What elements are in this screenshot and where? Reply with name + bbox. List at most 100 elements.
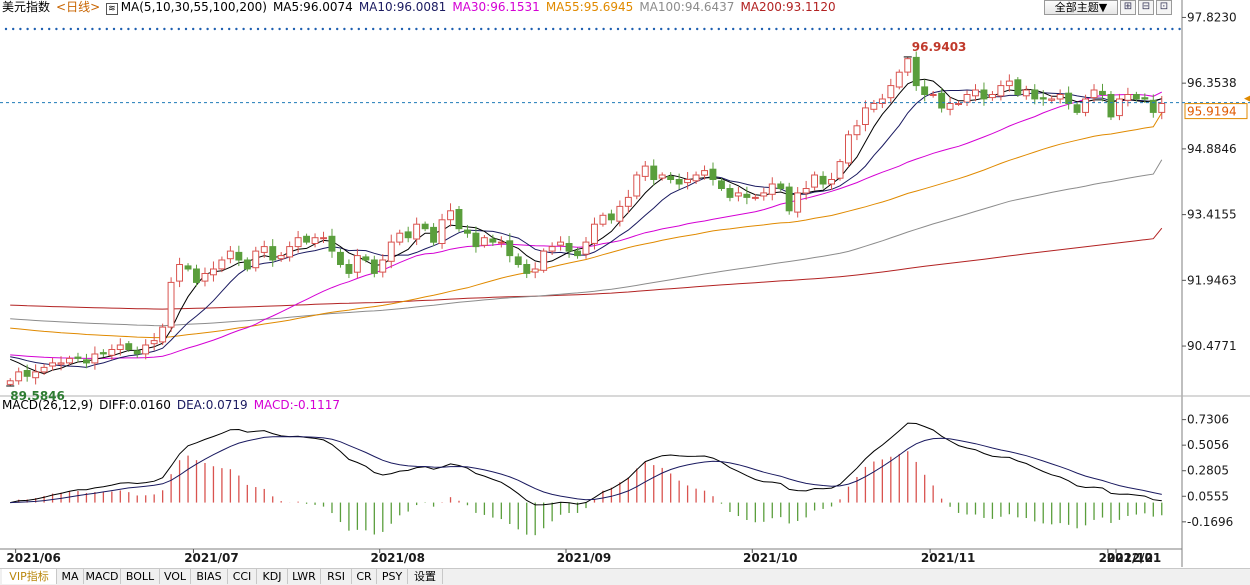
event-marker-dot [1149,27,1153,31]
candle-body [1005,80,1013,87]
event-marker-dot [264,27,267,31]
ma55-value: MA55:95.6945 [545,0,634,14]
candle-body [218,259,226,270]
event-marker-dot [105,27,109,31]
event-marker-dot [948,27,951,31]
candle-body [997,85,1005,97]
price-tick-label: 94.8846 [1187,142,1237,156]
candle-body [701,170,708,176]
macd-diff-value: DIFF:0.0160 [99,398,171,412]
event-marker-dot [314,27,317,31]
candle-body [133,350,141,355]
candle-body [1124,94,1132,101]
event-marker-dot [458,27,461,31]
grid-layer [0,0,1250,567]
event-marker-dot [724,27,728,31]
ma100-line [10,159,1163,327]
candle-body [430,226,438,243]
zoom-in-icon[interactable]: ⊞ [1120,0,1136,15]
candle-body [862,107,869,126]
tab-settings[interactable]: 设置 [408,569,443,584]
tab-bias[interactable]: BIAS [191,569,228,584]
event-marker-dot [480,27,483,31]
candle-body [523,264,531,274]
event-marker-dot [984,27,987,31]
candle-body [1082,98,1089,113]
tab-cci[interactable]: CCI [228,569,257,584]
candle-body [497,241,505,244]
theme-dropdown-button[interactable]: 全部主题▼ [1044,0,1118,15]
candle-body [785,186,793,212]
tab-ma[interactable]: MA [57,569,84,584]
candle-body [345,264,353,274]
candle-body [845,134,852,164]
date-tick-label: 2021/06 [6,551,60,565]
candle-body [362,256,370,261]
fullscreen-icon[interactable]: ⊡ [1156,0,1172,15]
event-marker-dot [595,27,598,31]
candle-body [963,94,971,103]
candle-body [946,103,954,110]
event-marker-dot [1063,27,1066,31]
event-marker-dot [962,27,965,31]
event-marker-dot [1106,27,1109,31]
tab-psy[interactable]: PSY [377,569,408,584]
event-marker-dot [840,27,843,31]
candle-body [226,250,234,260]
candle-body [210,268,217,276]
candle-body [447,210,455,221]
event-marker-dot [904,27,908,31]
event-marker-dot [120,27,123,31]
event-marker-dot [681,27,684,31]
candle-body [794,192,802,213]
zoom-out-icon[interactable]: ⊟ [1138,0,1154,15]
candle-body [650,165,658,181]
candle-body [193,268,200,283]
tab-kdj[interactable]: KDJ [257,569,288,584]
candle-body [116,344,124,350]
price-tick-label: 93.4155 [1187,208,1237,222]
tab-cr[interactable]: CR [352,569,377,584]
ma-indicator-icon[interactable]: ≋ [106,3,118,15]
event-marker-dot [696,27,699,31]
event-marker-dot [544,27,548,31]
event-marker-dot [998,27,1001,31]
ma55-line [10,112,1163,339]
event-marker-dot [429,27,432,31]
event-marker-dot [40,27,44,31]
tab-vol[interactable]: VOL [160,569,191,584]
event-marker-dot [660,27,663,31]
date-tick-label: 2021/12 [1099,551,1153,565]
event-marker-dot [76,27,80,31]
event-marker-dot [624,27,627,31]
event-marker-dot [638,27,641,31]
tab-rsi[interactable]: RSI [321,569,352,584]
event-marker-dot [400,27,404,31]
tab-lwr[interactable]: LWR [288,569,321,584]
macd-tick-label: 0.5056 [1187,438,1229,452]
macd-legend: MACD(26,12,9) DIFF:0.0160 DEA:0.0719 MACD:-… [2,398,346,412]
tab-boll[interactable]: BOLL [121,569,160,584]
event-marker-dot [955,27,958,31]
tab-macd[interactable]: MACD [84,569,121,584]
candle-body [404,231,412,239]
event-marker-dot [739,27,742,31]
candle-body [658,174,666,179]
event-marker-dot [796,27,800,31]
candle-body [667,175,675,180]
event-marker-dot [789,27,792,31]
event-marker-dot [336,27,339,31]
event-marker-dot [26,27,29,31]
candle-body [379,259,387,273]
event-marker-dot [127,27,130,31]
candle-body [1099,90,1106,96]
tab-vip[interactable]: VIP指标 [2,569,57,584]
event-marker-dot [1034,27,1037,31]
event-marker-dot [674,27,677,31]
event-marker-dot [422,27,425,31]
candle-body [74,356,82,359]
candle-body [633,174,641,197]
event-marker-dot [408,27,411,31]
period-label[interactable]: <日线> [56,0,101,14]
